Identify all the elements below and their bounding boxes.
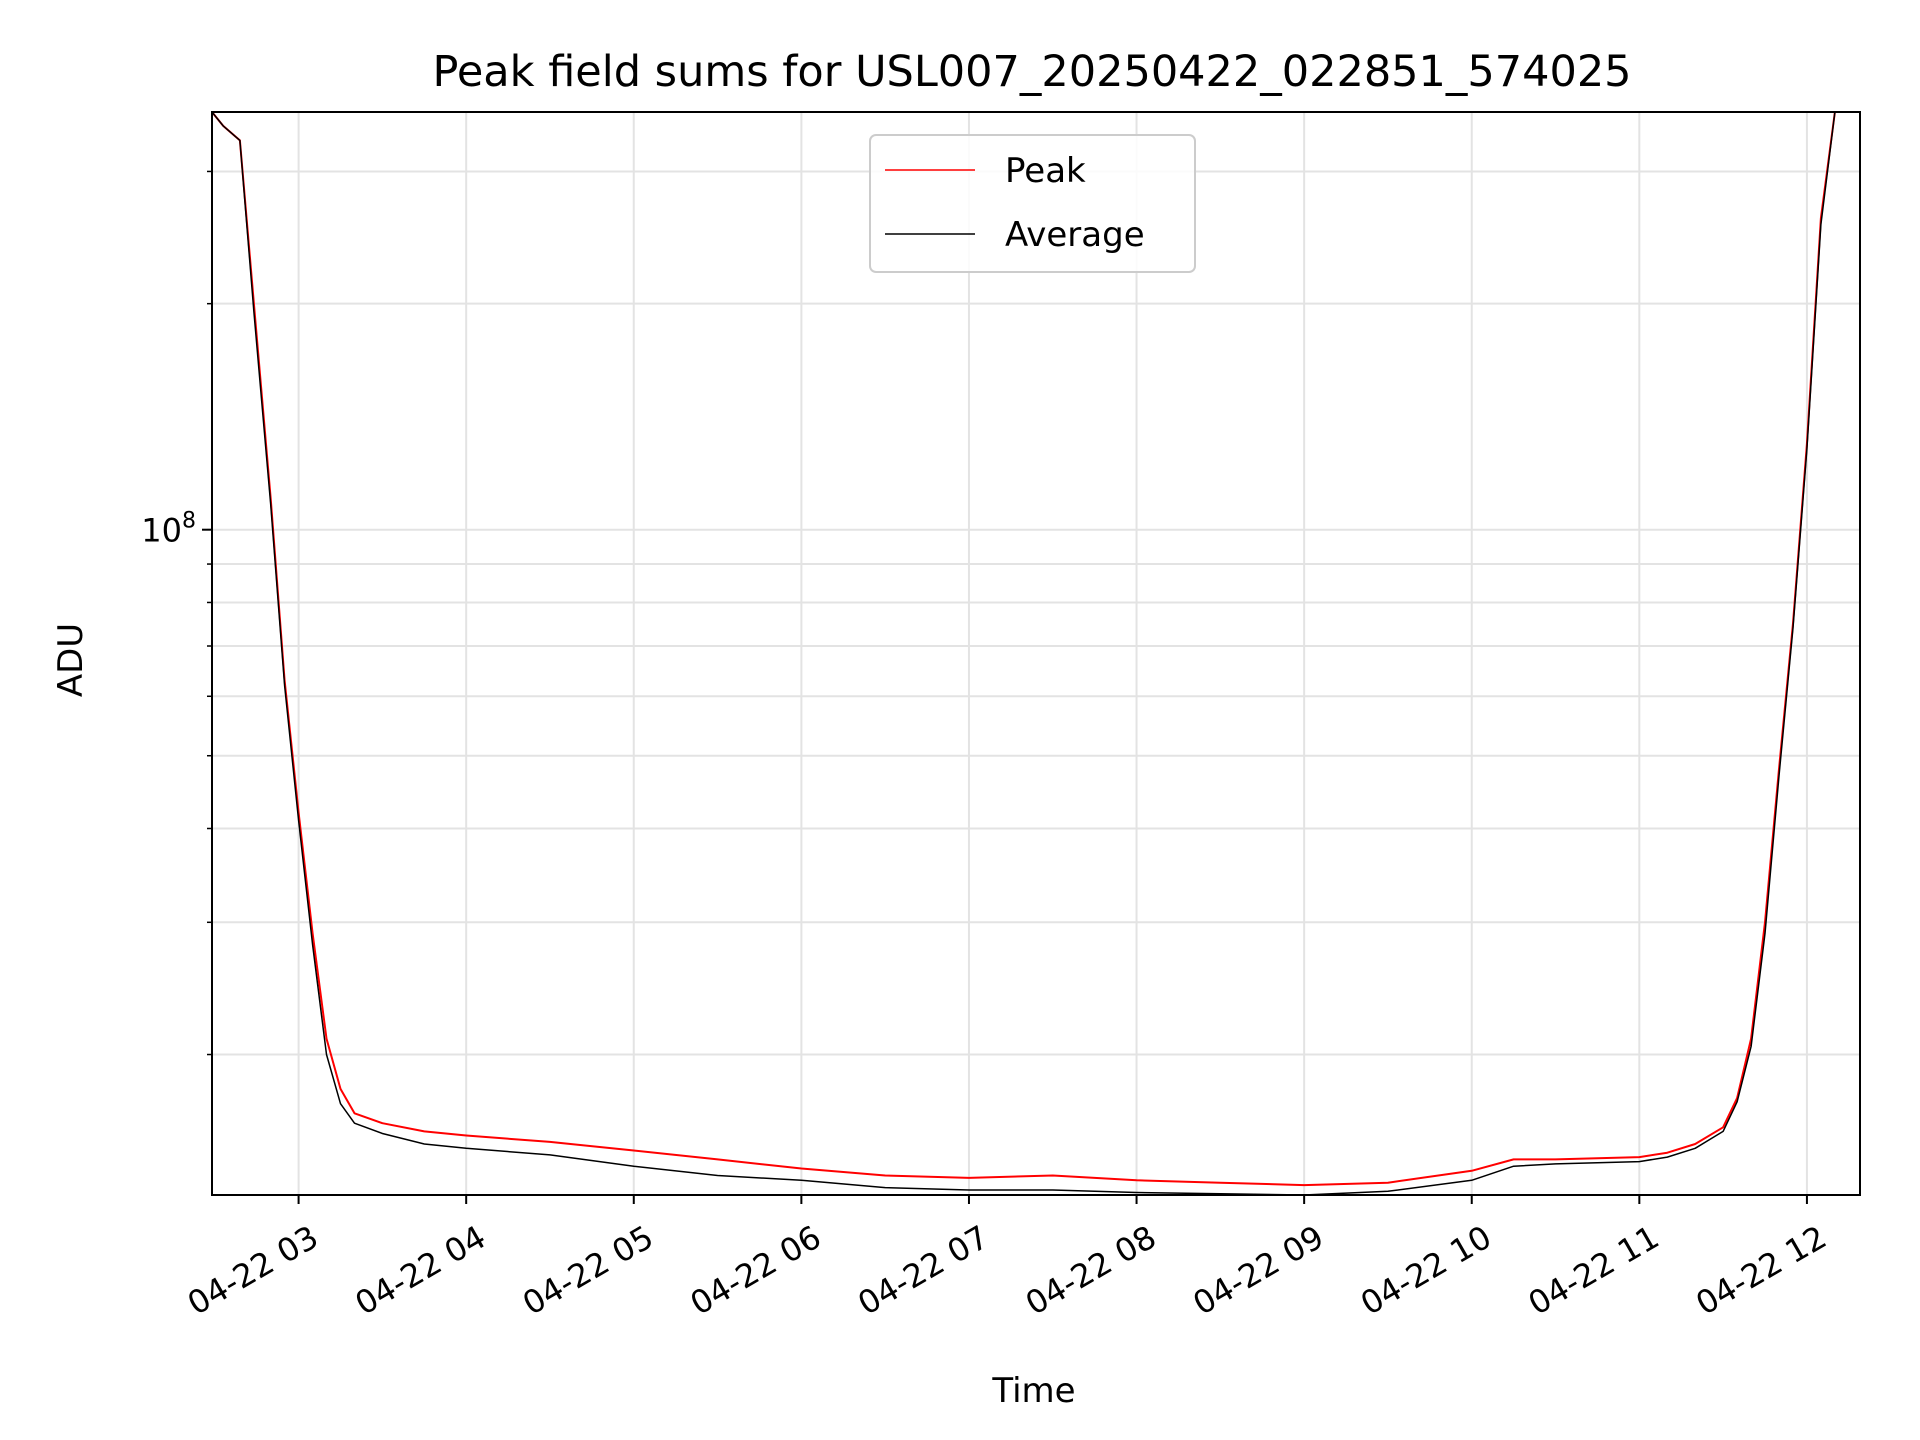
y-tick-label: 108 — [141, 509, 196, 550]
legend: Peak Average — [869, 134, 1196, 273]
legend-label-peak: Peak — [1005, 151, 1086, 191]
plot-frame — [211, 111, 1861, 1196]
chart-title: Peak field sums for USL007_20250422_0228… — [432, 47, 1631, 97]
legend-label-average: Average — [1005, 215, 1145, 255]
x-axis-label: Time — [991, 1371, 1075, 1411]
grid — [212, 112, 1860, 1195]
series-line-average — [212, 112, 1836, 1195]
series-layer — [212, 112, 1836, 1195]
series-line-peak — [212, 112, 1836, 1187]
y-axis-label: ADU — [51, 623, 91, 697]
